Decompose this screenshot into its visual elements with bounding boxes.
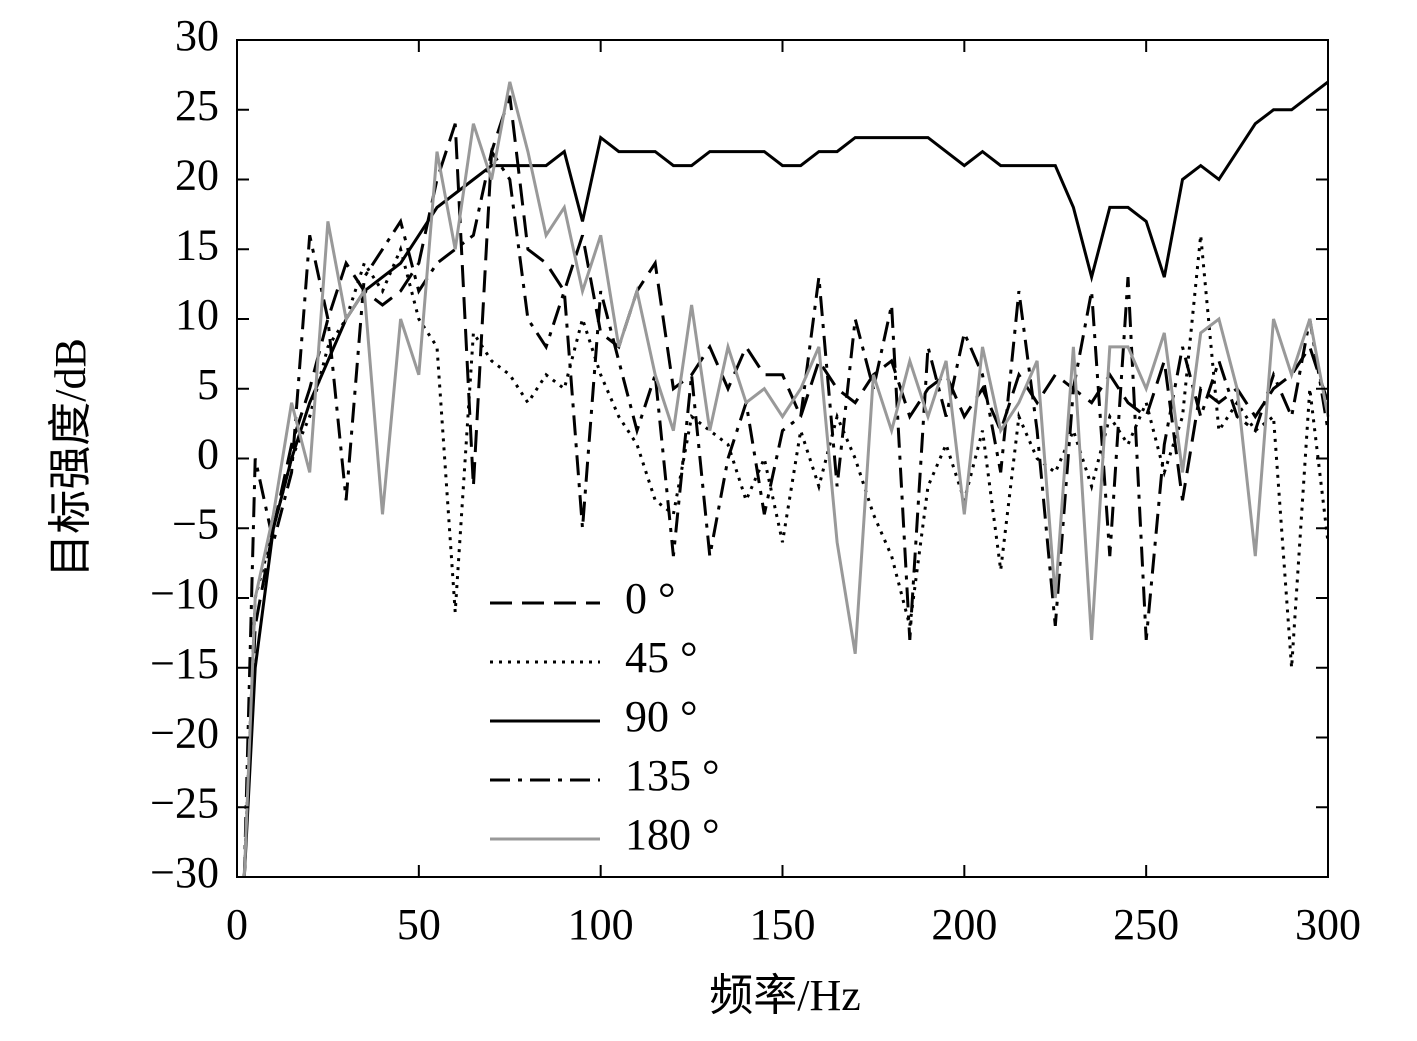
legend-label: 0 ° xyxy=(625,574,676,623)
legend-label: 90 ° xyxy=(625,692,698,741)
y-tick-label: −10 xyxy=(150,569,219,618)
y-tick-label: −20 xyxy=(150,709,219,758)
x-tick-label: 250 xyxy=(1113,900,1179,949)
x-tick-label: 300 xyxy=(1295,900,1361,949)
y-tick-label: 30 xyxy=(175,11,219,60)
series-line xyxy=(242,81,1330,878)
y-tick-label: −30 xyxy=(150,848,219,897)
y-tick-label: 0 xyxy=(197,430,219,479)
x-tick-label: 100 xyxy=(568,900,634,949)
x-axis-label: 频率/Hz xyxy=(709,971,861,1020)
y-tick-label: 5 xyxy=(197,360,219,409)
series-line xyxy=(242,235,1330,878)
x-tick-label: 50 xyxy=(397,900,441,949)
x-tick-label: 200 xyxy=(931,900,997,949)
y-tick-label: −5 xyxy=(172,499,219,548)
y-tick-label: 20 xyxy=(175,151,219,200)
series-line xyxy=(242,80,1329,878)
series-line xyxy=(242,95,1330,878)
y-tick-label: −25 xyxy=(150,778,219,827)
y-axis-label: 目标强度/dB xyxy=(46,338,95,578)
y-tick-label: −15 xyxy=(150,639,219,688)
legend-label: 135 ° xyxy=(625,751,720,800)
y-tick-label: 25 xyxy=(175,81,219,130)
y-tick-label: 15 xyxy=(175,220,219,269)
y-tick-label: 10 xyxy=(175,290,219,339)
series-line xyxy=(242,147,1330,878)
legend-label: 180 ° xyxy=(625,810,720,859)
x-tick-label: 0 xyxy=(226,900,248,949)
x-tick-label: 150 xyxy=(750,900,816,949)
legend-label: 45 ° xyxy=(625,633,698,682)
